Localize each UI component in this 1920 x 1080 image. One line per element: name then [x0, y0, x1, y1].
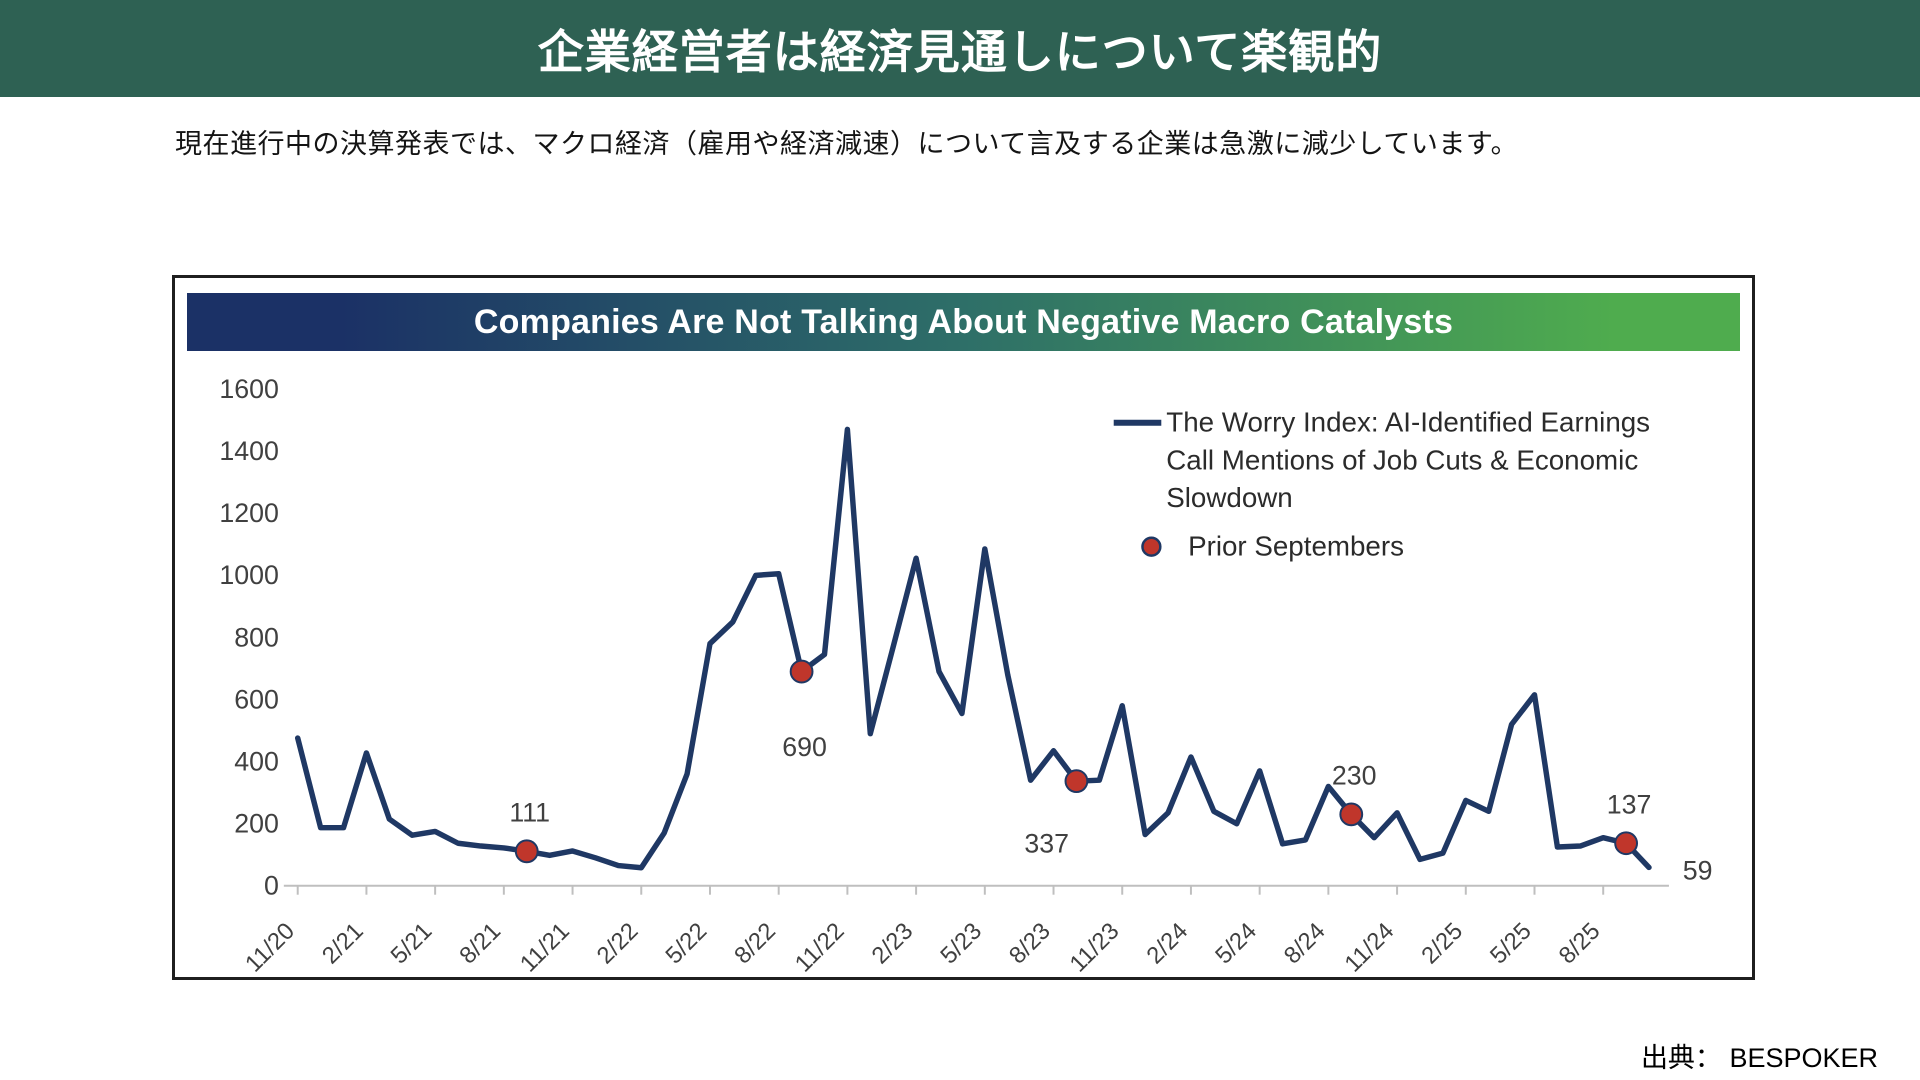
y-tick-label: 400 — [234, 747, 279, 777]
slide-title: 企業経営者は経済見通しについて楽観的 — [537, 25, 1383, 78]
x-tick-label: 5/25 — [1485, 918, 1537, 970]
x-tick-label: 8/23 — [1004, 918, 1056, 970]
x-tick-label: 11/20 — [240, 918, 300, 977]
prior-september-marker — [1614, 831, 1639, 856]
chart-title-banner: Companies Are Not Talking About Negative… — [187, 293, 1740, 351]
worry-index-chart: 11/20 2/21 5/21 8/21 11/21 2/22 5/22 8/22 11/22 2… — [219, 374, 1713, 977]
data-label: 111 — [509, 798, 550, 828]
y-tick-label: 1000 — [219, 560, 279, 590]
data-label: 230 — [1332, 761, 1377, 791]
end-value-label: 59 — [1683, 855, 1713, 885]
prior-september-marker — [1064, 769, 1089, 794]
source-credit: 出典： BESPOKER — [1640, 1043, 1878, 1073]
x-tick-label: 11/22 — [790, 918, 850, 977]
x-tick-label: 8/22 — [729, 918, 781, 970]
y-tick-label: 0 — [264, 871, 279, 901]
x-tick-label: 11/21 — [515, 918, 575, 977]
data-label: 337 — [1024, 829, 1069, 859]
chart-container: Companies Are Not Talking About Negative… — [172, 275, 1755, 980]
data-label: 137 — [1607, 790, 1652, 820]
x-tick-label: 2/25 — [1416, 918, 1468, 970]
legend-series-label: The Worry Index: AI-Identified Earnings — [1166, 407, 1650, 438]
y-tick-label: 1400 — [219, 436, 279, 466]
y-tick-label: 800 — [234, 622, 279, 652]
y-tick-label: 1600 — [219, 374, 279, 404]
legend-marker — [1141, 536, 1162, 557]
prior-september-marker — [789, 659, 814, 684]
x-tick-label: 5/23 — [935, 918, 987, 970]
x-tick-label: 2/23 — [867, 918, 919, 970]
x-tick-label: 2/21 — [317, 918, 369, 970]
x-tick-label: 2/24 — [1141, 918, 1193, 970]
prior-september-marker — [514, 839, 539, 864]
x-tick-label: 11/23 — [1065, 918, 1125, 977]
y-tick-label: 600 — [234, 684, 279, 714]
data-label: 690 — [782, 732, 827, 762]
x-tick-label: 11/24 — [1339, 918, 1399, 977]
x-tick-label: 5/22 — [660, 918, 712, 970]
slide-header: 企業経営者は経済見通しについて楽観的 — [0, 0, 1920, 97]
chart-title: Companies Are Not Talking About Negative… — [473, 302, 1454, 341]
y-tick-label: 1200 — [219, 498, 279, 528]
x-tick-label: 5/24 — [1210, 918, 1262, 970]
x-tick-label: 5/21 — [386, 918, 438, 970]
prior-september-marker — [1339, 802, 1364, 827]
x-tick-label: 8/25 — [1554, 918, 1606, 970]
x-tick-label: 8/24 — [1279, 918, 1331, 970]
slide-subtitle: 現在進行中の決算発表では、マクロ経済（雇用や経済減速）について言及する企業は急激… — [175, 129, 1519, 159]
y-tick-label: 200 — [234, 809, 279, 839]
legend-marker-label: Prior Septembers — [1188, 531, 1404, 562]
legend-series-label: Call Mentions of Job Cuts & Economic — [1166, 444, 1638, 475]
x-tick-label: 8/21 — [454, 918, 506, 970]
worry-index-line — [294, 426, 1652, 871]
x-tick-label: 2/22 — [592, 918, 644, 970]
legend-series-label: Slowdown — [1166, 482, 1293, 513]
